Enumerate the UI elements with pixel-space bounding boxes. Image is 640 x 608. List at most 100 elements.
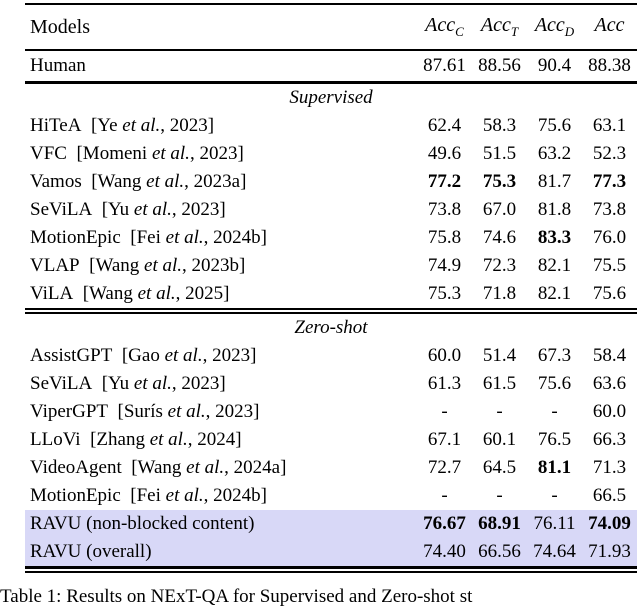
value-cell: 73.8 — [592, 199, 627, 220]
metric-column-headers: AccC AccT AccD Acc — [417, 14, 637, 40]
bottom-rule-thick-line — [25, 566, 637, 569]
value-cell: - — [551, 485, 558, 506]
value-cell: - — [551, 401, 558, 422]
model-cell: ViperGPT [Surís et al., 2023] — [30, 401, 260, 422]
value-cell: 60.0 — [592, 401, 627, 422]
model-cell: VFC [Momeni et al., 2023] — [30, 143, 244, 164]
table-row: VFC [Momeni et al., 2023] 49.6 51.5 63.2 52.… — [25, 140, 637, 168]
section-divider-line — [25, 310, 637, 312]
model-cell: MotionEpic [Fei et al., 2024b] — [30, 227, 267, 248]
section-divider-line — [25, 308, 637, 310]
bottom-rule-thin-line — [25, 571, 637, 573]
value-cell: 74.9 — [427, 255, 462, 276]
table-top-rule — [25, 3, 637, 5]
value-cell: 81.1 — [537, 457, 572, 478]
results-table: Models AccC AccT AccD Acc Human 87.61 88.56 9… — [25, 3, 637, 573]
table-row: ViperGPT [Surís et al., 2023] - - - 60.0 — [25, 398, 637, 426]
section-divider-rule — [25, 308, 637, 314]
value-cell: 72.7 — [427, 457, 462, 478]
value-cell: 73.8 — [427, 199, 462, 220]
value-cell: 71.93 — [588, 541, 631, 562]
table-caption: Table 1: Results on NExT-QA for Supervis… — [0, 586, 473, 607]
model-cell: SeViLA [Yu et al., 2023] — [30, 199, 226, 220]
metric-column-header: AccT — [480, 14, 519, 39]
value-cell: - — [496, 401, 503, 422]
section-title: Zero-shot — [294, 317, 368, 338]
value-cell: 75.3 — [427, 283, 462, 304]
value-cell: 63.6 — [592, 373, 627, 394]
value-cell: 58.4 — [592, 345, 627, 366]
table-row: HiTeA [Ye et al., 2023] 62.4 58.3 75.6 63.1 — [25, 112, 637, 140]
value-cell: 52.3 — [592, 143, 627, 164]
value-cell: 64.5 — [482, 457, 517, 478]
citation: [Momeni et al., 2023] — [66, 143, 244, 164]
value-cell: 75.3 — [482, 171, 517, 192]
table-sections: Supervised HiTeA [Ye et al., 2023] 62.4 58.… — [25, 84, 637, 566]
value-cell: 75.6 — [537, 115, 572, 136]
citation: [Fei et al., 2024b] — [120, 227, 267, 248]
value-cell: 88.56 — [478, 55, 521, 76]
value-cell: 90.4 — [537, 55, 572, 76]
citation: [Surís et al., 2023] — [108, 401, 260, 422]
section-divider-line — [25, 312, 637, 314]
model-cell: VideoAgent [Wang et al., 2024a] — [30, 457, 287, 478]
value-cell: 77.2 — [427, 171, 462, 192]
citation: [Gao et al., 2023] — [112, 345, 257, 366]
value-cell: 66.3 — [592, 429, 627, 450]
model-cell: VLAP [Wang et al., 2023b] — [30, 255, 246, 276]
table-row: RAVU (overall) 74.40 66.56 74.64 71.93 — [25, 538, 637, 566]
metric-column-header: AccC — [425, 14, 464, 39]
value-cell: 75.6 — [537, 373, 572, 394]
human-divider-rule — [25, 81, 637, 84]
model-cell: Human — [30, 55, 86, 76]
table-header-row: Models AccC AccT AccD Acc — [25, 5, 637, 49]
models-column-header: Models — [30, 15, 90, 38]
table-bottom-rule — [25, 566, 637, 573]
model-cell: AssistGPT [Gao et al., 2023] — [30, 345, 257, 366]
value-cell: - — [441, 485, 448, 506]
value-cell: 77.3 — [592, 171, 627, 192]
value-cell: 75.5 — [592, 255, 627, 276]
value-cell: 72.3 — [482, 255, 517, 276]
citation: [Wang et al., 2024a] — [121, 457, 287, 478]
table-row: AssistGPT [Gao et al., 2023] 60.0 51.4 67.3… — [25, 342, 637, 370]
value-cell: 62.4 — [427, 115, 462, 136]
value-cell: 67.3 — [537, 345, 572, 366]
value-cell: 61.3 — [427, 373, 462, 394]
table-row: MotionEpic [Fei et al., 2024b] 75.8 74.6 83… — [25, 224, 637, 252]
value-cell: 71.3 — [592, 457, 627, 478]
value-cell: 87.61 — [423, 55, 466, 76]
value-cell: 68.91 — [478, 513, 521, 534]
human-row: Human 87.61 88.56 90.4 88.38 — [25, 51, 637, 81]
citation: [Zhang et al., 2024] — [80, 429, 242, 450]
metric-column-header: Acc — [594, 14, 625, 36]
model-cell: HiTeA [Ye et al., 2023] — [30, 115, 215, 136]
value-cell: 66.5 — [592, 485, 627, 506]
bottom-rule-gap — [25, 569, 637, 571]
citation: [Wang et al., 2023a] — [81, 171, 247, 192]
citation: [Yu et al., 2023] — [92, 373, 226, 394]
model-cell: LLoVi [Zhang et al., 2024] — [30, 429, 242, 450]
value-cell: - — [496, 485, 503, 506]
table-row: VideoAgent [Wang et al., 2024a] 72.7 64.5 8… — [25, 454, 637, 482]
table-row: SeViLA [Yu et al., 2023] 73.8 67.0 81.8 73.8 — [25, 196, 637, 224]
value-cell: 60.0 — [427, 345, 462, 366]
table-row: VLAP [Wang et al., 2023b] 74.9 72.3 82.1 75.… — [25, 252, 637, 280]
value-cell: 75.8 — [427, 227, 462, 248]
value-cell: 67.0 — [482, 199, 517, 220]
citation: [Wang et al., 2025] — [73, 283, 230, 304]
human-values: 87.61 88.56 90.4 88.38 — [417, 55, 637, 77]
value-cell: 82.1 — [537, 255, 572, 276]
value-cell: 76.67 — [423, 513, 466, 534]
citation: [Wang et al., 2023b] — [79, 255, 246, 276]
value-cell: 51.5 — [482, 143, 517, 164]
value-cell: - — [441, 401, 448, 422]
value-cell: 76.11 — [533, 513, 576, 534]
value-cell: 82.1 — [537, 283, 572, 304]
value-cell: 76.0 — [592, 227, 627, 248]
value-cell: 67.1 — [427, 429, 462, 450]
model-cell: SeViLA [Yu et al., 2023] — [30, 373, 226, 394]
metric-column-header: AccD — [534, 14, 575, 39]
table-row: Vamos [Wang et al., 2023a] 77.2 75.3 81.7 77… — [25, 168, 637, 196]
value-cell: 61.5 — [482, 373, 517, 394]
